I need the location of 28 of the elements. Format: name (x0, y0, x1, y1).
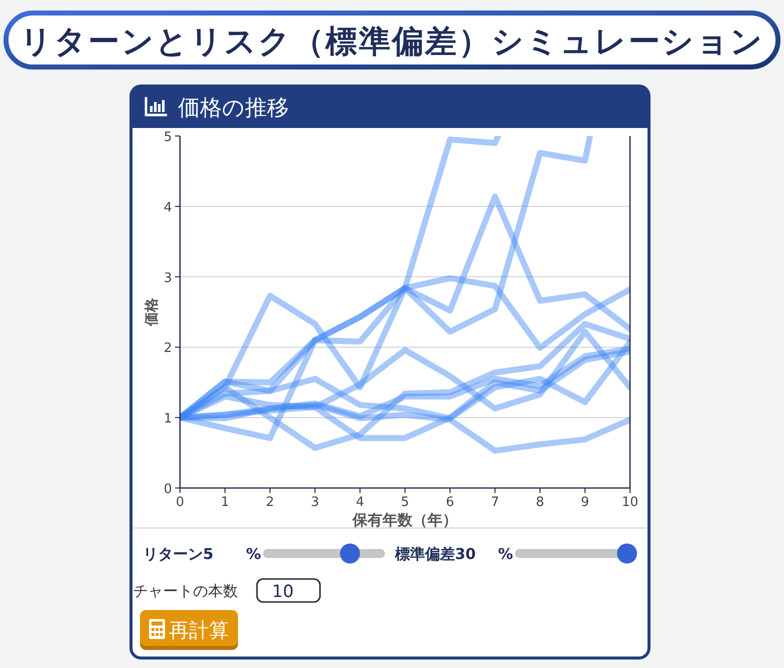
text: % (246, 545, 262, 563)
x-tick-label: 8 (536, 495, 544, 510)
y-tick-label: 1 (164, 412, 172, 427)
x-tick-label: 6 (446, 495, 454, 510)
text: 10 (272, 582, 294, 602)
x-tick-label: 9 (580, 495, 590, 510)
y-tick-label: 0 (164, 482, 172, 497)
x-tick-label: 2 (266, 495, 274, 510)
x-tick-label: 0 (176, 495, 184, 510)
y-tick-label: 4 (164, 200, 172, 216)
title: リターンとリスク（標準偏差）シミュレーション (20, 24, 764, 60)
x-tick-label: 5 (400, 495, 410, 510)
x-tick-label: 1 (220, 495, 230, 510)
xlabel: 保有年数（年） (352, 511, 458, 529)
y-tick-label: 3 (164, 270, 172, 286)
x-tick-label: 4 (356, 495, 364, 510)
text: チャートの本数 (133, 582, 238, 600)
text: 標準偏差30 (394, 545, 476, 563)
text: 再計算 (169, 618, 229, 642)
text: リターン5 (143, 545, 214, 563)
y-tick-label: 2 (164, 341, 172, 356)
x-tick-label: 3 (310, 495, 320, 510)
y-tick-label: 5 (164, 130, 172, 145)
subtitle: 価格の推移 (178, 96, 289, 121)
ylabel: 価格 (144, 298, 160, 326)
text: % (498, 545, 514, 563)
x-tick-label: 7 (490, 495, 500, 510)
x-tick-label: 10 (622, 495, 638, 510)
